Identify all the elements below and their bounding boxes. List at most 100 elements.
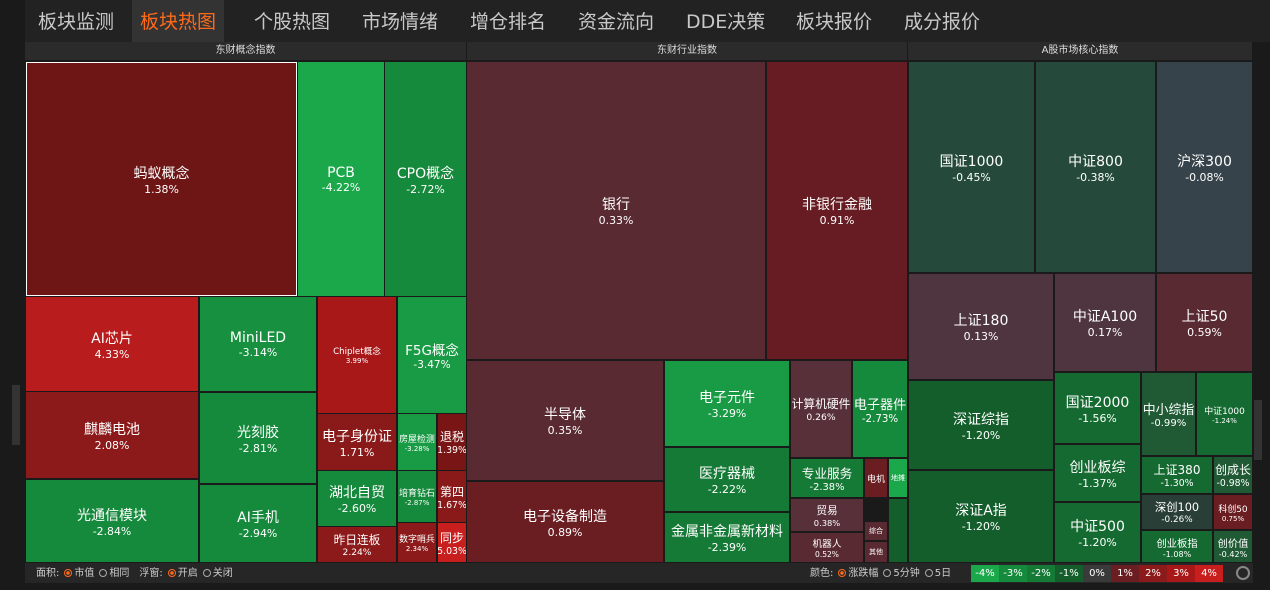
tile[interactable]: 培育钻石 -2.87% bbox=[398, 471, 436, 522]
option[interactable]: 市值 bbox=[74, 568, 95, 579]
radio[interactable] bbox=[64, 569, 73, 577]
tile[interactable]: 银行 0.33% bbox=[467, 62, 765, 359]
tile[interactable]: 创成长 -0.98% bbox=[1214, 457, 1252, 493]
tile[interactable]: 金属非金属新材料 -2.39% bbox=[665, 513, 789, 562]
legend-swatch: 4% bbox=[1195, 565, 1223, 582]
option[interactable]: 相同 bbox=[109, 568, 130, 579]
tab[interactable]: DDE决策 bbox=[686, 11, 766, 33]
option[interactable]: 涨跌幅 bbox=[848, 568, 879, 579]
radio[interactable] bbox=[883, 569, 892, 577]
option[interactable]: 5日 bbox=[934, 568, 952, 579]
tile[interactable]: 计算机硬件 0.26% bbox=[791, 361, 851, 457]
tile[interactable]: 上证180 0.13% bbox=[909, 274, 1053, 379]
tile[interactable]: 机器人 0.52% bbox=[791, 533, 863, 562]
tile[interactable]: 湖北自贸 -2.60% bbox=[318, 471, 396, 526]
tile[interactable]: 中证1000 -1.24% bbox=[1197, 373, 1252, 455]
tab[interactable]: 增仓排名 bbox=[470, 11, 547, 33]
tile[interactable]: 房屋检测 -3.28% bbox=[398, 414, 436, 470]
tab[interactable]: 板块监测 bbox=[38, 11, 115, 33]
tile[interactable]: 第四 1.67% bbox=[438, 471, 466, 522]
radio[interactable] bbox=[924, 569, 933, 577]
tile[interactable]: F5G概念 -3.47% bbox=[398, 297, 466, 413]
tile[interactable]: 昨日连板 2.24% bbox=[318, 527, 396, 562]
tile-label: 科创50 bbox=[1218, 504, 1248, 515]
tile[interactable]: 中证500 -1.20% bbox=[1055, 503, 1140, 562]
tile[interactable]: 上证50 0.59% bbox=[1157, 274, 1252, 371]
legend-swatch: -1% bbox=[1055, 565, 1083, 582]
tile[interactable]: 光刻胶 -2.81% bbox=[200, 393, 316, 483]
tile[interactable]: 国证1000 -0.45% bbox=[909, 62, 1034, 272]
option[interactable]: 关闭 bbox=[212, 568, 233, 579]
tile-change: -3.29% bbox=[707, 407, 747, 420]
tab[interactable]: 个股热图 bbox=[254, 11, 331, 33]
tile-label: 医疗器械 bbox=[699, 466, 755, 482]
tile[interactable]: 光通信模块 -2.84% bbox=[26, 480, 198, 562]
tile[interactable]: Chiplet概念 3.99% bbox=[318, 297, 396, 413]
tile[interactable]: 退税 1.39% bbox=[438, 414, 466, 470]
tile-change: -0.08% bbox=[1185, 170, 1224, 184]
tile-change: 5.03% bbox=[438, 545, 466, 557]
tile[interactable]: 电子元件 -3.29% bbox=[665, 361, 789, 446]
tile[interactable]: AI芯片 4.33% bbox=[26, 297, 198, 391]
tile[interactable]: PCB -4.22% bbox=[298, 62, 384, 296]
tile-change: -4.22% bbox=[321, 180, 361, 194]
tile[interactable]: 电机 bbox=[865, 459, 887, 497]
tile[interactable]: MiniLED -3.14% bbox=[200, 297, 316, 391]
radio[interactable] bbox=[167, 569, 176, 577]
tile[interactable]: 深证综指 -1.20% bbox=[909, 381, 1053, 469]
tile[interactable]: 创业板指 -1.08% bbox=[1142, 531, 1212, 562]
tile[interactable]: 半导体 0.35% bbox=[467, 361, 663, 480]
tile[interactable]: 贸易 0.38% bbox=[791, 499, 863, 531]
tile[interactable]: CPO概念 -2.72% bbox=[385, 62, 466, 296]
tile-label: 上证380 bbox=[1153, 463, 1201, 477]
tile[interactable]: 专业服务 -2.38% bbox=[791, 459, 863, 497]
tile[interactable]: 创价值 -0.42% bbox=[1214, 531, 1252, 562]
tile[interactable]: 其他 bbox=[865, 542, 887, 562]
legend-swatch: 0% bbox=[1083, 565, 1111, 582]
tile[interactable]: 综合 bbox=[865, 522, 887, 540]
tile-change: -1.08% bbox=[1162, 549, 1192, 559]
option[interactable]: 5分钟 bbox=[893, 568, 920, 579]
tile[interactable]: 创业板综 -1.37% bbox=[1055, 445, 1140, 501]
tile[interactable]: 电子身份证 1.71% bbox=[318, 414, 396, 470]
label: 浮窗: bbox=[139, 568, 163, 579]
filler bbox=[889, 499, 907, 562]
tile[interactable]: 沪深300 -0.08% bbox=[1157, 62, 1252, 272]
tile[interactable]: 深创100 -0.26% bbox=[1142, 495, 1212, 529]
tile[interactable]: 国证2000 -1.56% bbox=[1055, 373, 1140, 443]
tile[interactable]: 数字哨兵 2.34% bbox=[398, 523, 436, 562]
radio[interactable] bbox=[202, 569, 211, 577]
tile-change: -2.94% bbox=[238, 527, 278, 540]
tile[interactable]: 中小综指 -0.99% bbox=[1142, 373, 1195, 455]
tile[interactable]: AI手机 -2.94% bbox=[200, 485, 316, 562]
tile[interactable]: 科创50 0.75% bbox=[1214, 495, 1252, 529]
option[interactable]: 开启 bbox=[177, 568, 198, 579]
tile-change: -1.37% bbox=[1078, 476, 1117, 490]
tile-change: -3.47% bbox=[413, 359, 451, 371]
tab[interactable]: 板块热图 bbox=[132, 0, 225, 42]
tile[interactable]: 地摊 bbox=[889, 459, 907, 497]
tab[interactable]: 资金流向 bbox=[578, 11, 655, 33]
tile[interactable]: 中证800 -0.38% bbox=[1036, 62, 1155, 272]
tile-label: 金属非金属新材料 bbox=[671, 524, 783, 540]
tile-change: 0.26% bbox=[806, 412, 836, 423]
tile[interactable]: 非银行金融 0.91% bbox=[767, 62, 907, 359]
tab[interactable]: 板块报价 bbox=[796, 11, 873, 33]
tile[interactable]: 中证A100 0.17% bbox=[1055, 274, 1155, 371]
tile[interactable]: 电子设备制造 0.89% bbox=[467, 482, 663, 562]
tile[interactable]: 上证380 -1.30% bbox=[1142, 457, 1212, 493]
tab[interactable]: 市场情绪 bbox=[362, 11, 439, 33]
tile[interactable]: 麒麟电池 2.08% bbox=[26, 392, 198, 478]
tile[interactable]: 同步 5.03% bbox=[438, 523, 466, 562]
tile-change: -2.60% bbox=[337, 502, 377, 515]
tile-label: 中证500 bbox=[1070, 519, 1125, 535]
tab[interactable]: 成分报价 bbox=[904, 11, 981, 33]
tile[interactable]: 医疗器械 -2.22% bbox=[665, 448, 789, 511]
tile[interactable]: 深证A指 -1.20% bbox=[909, 471, 1053, 562]
tile[interactable]: 电子器件 -2.73% bbox=[853, 361, 907, 457]
radio[interactable] bbox=[838, 569, 847, 577]
tile[interactable]: 蚂蚁概念 1.38% bbox=[26, 62, 297, 296]
legend-swatch: -2% bbox=[1027, 565, 1055, 582]
radio[interactable] bbox=[99, 569, 108, 577]
